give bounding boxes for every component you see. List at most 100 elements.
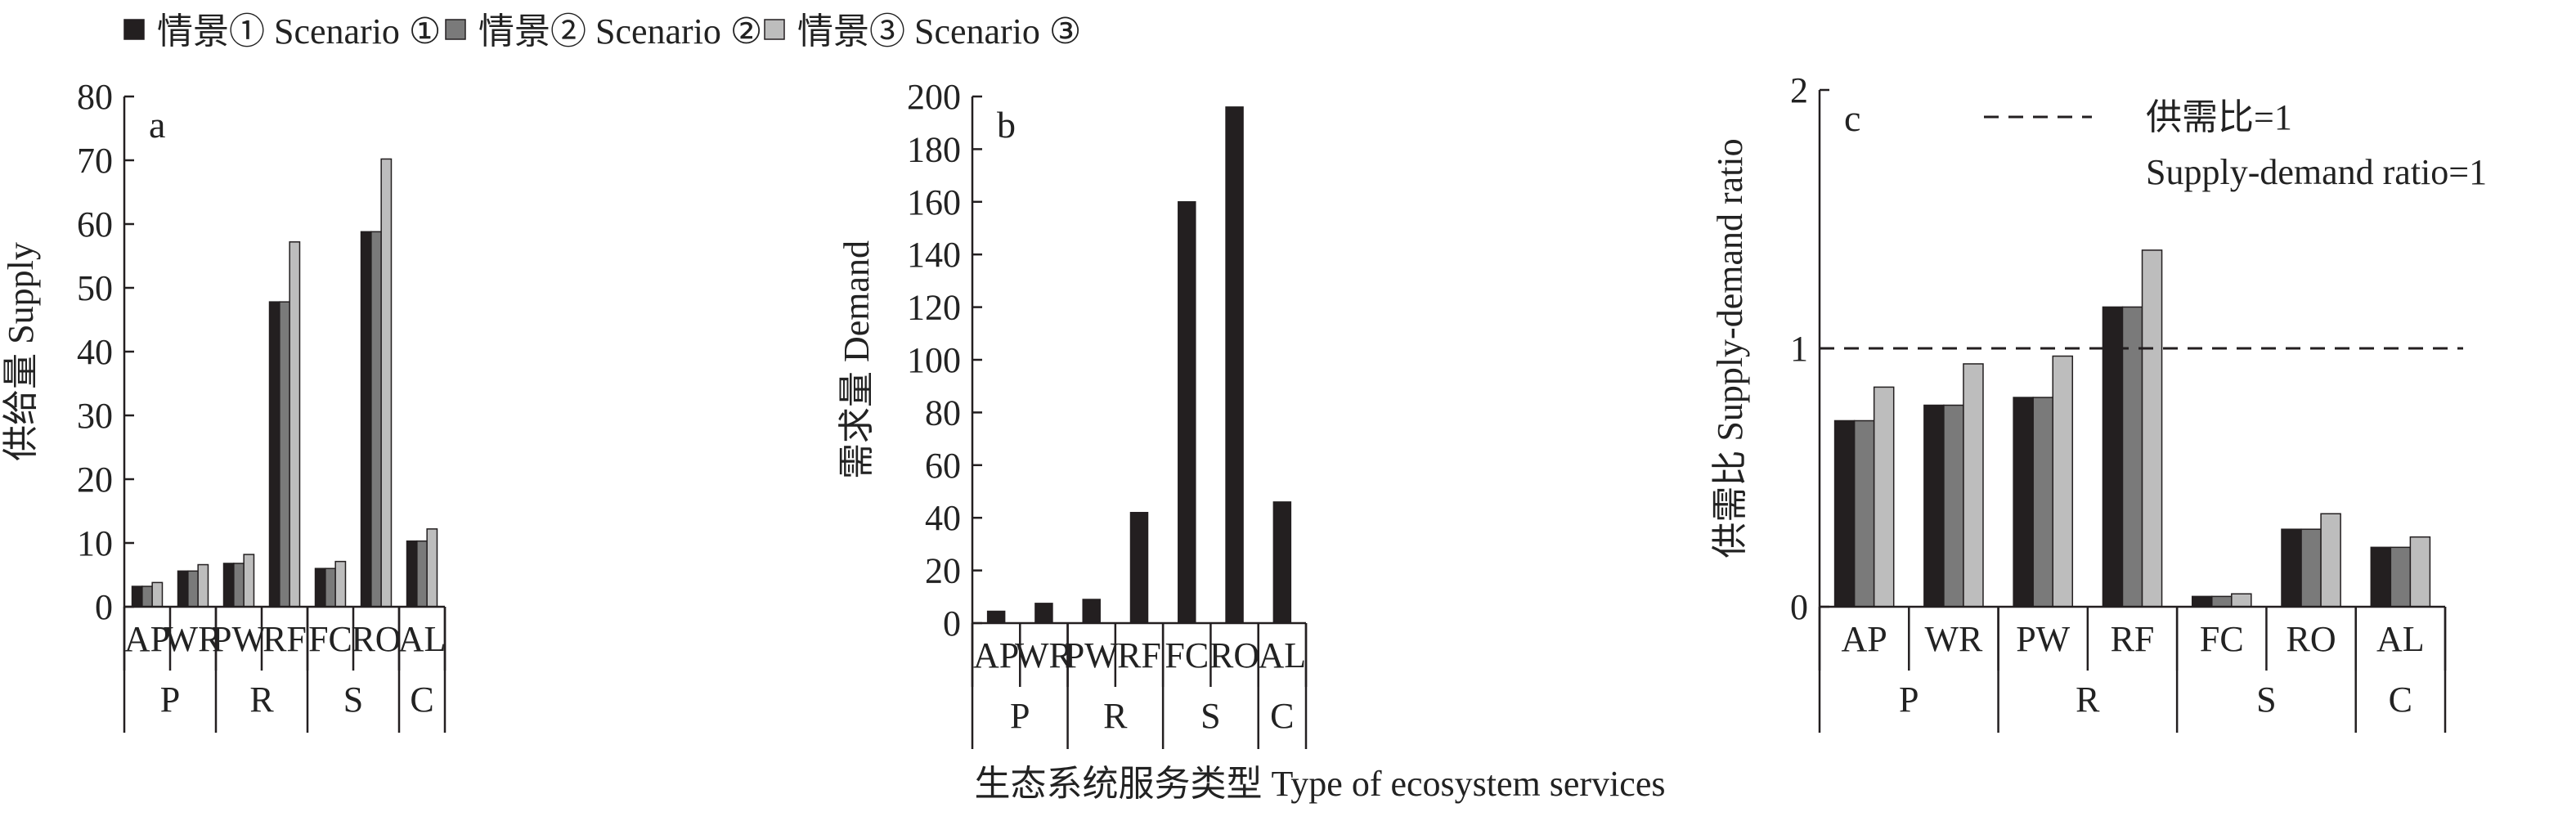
bar <box>2102 306 2124 608</box>
category-label: AP <box>124 619 170 659</box>
bar <box>151 581 164 608</box>
bar <box>1963 363 1984 608</box>
group-label: R <box>2076 680 2100 720</box>
category-label: WR <box>1015 635 1074 675</box>
y-tick-label: 0 <box>95 587 113 627</box>
bar <box>2300 528 2322 608</box>
category-label: AL <box>398 619 447 659</box>
bar <box>279 301 290 608</box>
category-label: RF <box>1117 635 1161 675</box>
bar <box>233 563 245 608</box>
category-label: PW <box>2016 619 2070 659</box>
legend-label: 情景③ Scenario ③ <box>797 11 1081 52</box>
bar <box>289 241 301 608</box>
category-label: PW <box>1065 635 1119 675</box>
bar <box>2281 528 2302 608</box>
bar <box>2320 513 2341 608</box>
bar <box>222 563 235 608</box>
bar <box>1178 201 1196 624</box>
category-label: WR <box>164 619 223 659</box>
bar <box>187 570 199 608</box>
y-axis-title: 供给量 Supply <box>1 242 41 461</box>
legend-label: 情景② Scenario ② <box>478 11 762 52</box>
bar <box>177 570 189 608</box>
bar <box>141 585 153 608</box>
bar <box>2013 397 2034 608</box>
bar <box>2231 593 2252 608</box>
bar <box>406 540 418 608</box>
bar <box>1129 512 1149 624</box>
y-tick-label: 60 <box>77 204 113 245</box>
y-axis: 0 10 20 30 40 50 60 70 80 <box>77 77 134 627</box>
bar <box>2370 546 2392 608</box>
bar <box>1873 386 1895 608</box>
bar <box>131 585 143 608</box>
y-axis-title: 需求量 Demand <box>837 240 877 479</box>
bar <box>243 554 255 608</box>
y-tick-label: 40 <box>77 332 113 372</box>
bar <box>1225 106 1244 624</box>
bar <box>1853 419 1875 608</box>
group-label: R <box>1103 696 1128 736</box>
bar <box>2390 546 2412 608</box>
y-axis: 0 1 2 <box>1790 70 1829 627</box>
group-label: P <box>1899 680 1919 720</box>
bar <box>986 610 1006 624</box>
legend-item: 情景① Scenario ① <box>123 11 441 52</box>
chart-panel-c: 供需比=1 Supply-demand ratio=1 0 1 2 供需比 Supply-… <box>1710 70 2487 733</box>
group-label: C <box>1270 696 1294 736</box>
bar <box>2032 397 2053 608</box>
category-label: RF <box>2111 619 2155 659</box>
category-label: RO <box>1209 635 1259 675</box>
bar <box>334 560 347 608</box>
y-tick-label: 180 <box>907 129 961 169</box>
legend: 情景① Scenario ① 情景② Scenario ② 情景③ Scenario… <box>123 11 1081 52</box>
bar <box>2191 595 2213 608</box>
legend-swatch <box>445 19 466 40</box>
y-tick-label: 30 <box>77 396 113 436</box>
bar <box>268 301 280 608</box>
y-tick-label: 160 <box>907 182 961 222</box>
series-3 <box>1873 249 2431 608</box>
y-tick-label: 2 <box>1790 70 1808 110</box>
y-tick-label: 200 <box>907 77 961 117</box>
y-tick-label: 80 <box>925 393 961 433</box>
reference-label-line1: 供需比=1 <box>2146 97 2292 137</box>
bar <box>314 568 326 608</box>
group-label: P <box>160 680 180 720</box>
group-label: S <box>1200 696 1220 736</box>
category-label: AP <box>973 635 1019 675</box>
legend-label: 情景① Scenario ① <box>157 11 441 52</box>
reference-label-line2: Supply-demand ratio=1 <box>2146 152 2487 192</box>
y-tick-label: 40 <box>925 498 961 538</box>
bar <box>197 563 209 608</box>
category-label: RO <box>2287 619 2336 659</box>
group-label: C <box>2389 680 2412 720</box>
y-tick-label: 100 <box>907 340 961 380</box>
category-label: FC <box>2200 619 2244 659</box>
y-tick-label: 10 <box>77 523 113 563</box>
category-label: RF <box>263 619 307 659</box>
bar <box>1923 404 1945 608</box>
group-label: S <box>2256 680 2276 720</box>
bar <box>416 540 428 608</box>
bar <box>370 231 382 608</box>
category-label: AP <box>1842 619 1887 659</box>
series-3 <box>151 158 438 608</box>
series-1 <box>986 106 1292 624</box>
bar <box>2409 536 2431 608</box>
legend-item: 情景② Scenario ② <box>445 11 762 52</box>
category-label: AL <box>1259 635 1307 675</box>
category-label: WR <box>1924 619 1983 659</box>
bar <box>360 231 372 608</box>
legend-swatch <box>123 19 145 40</box>
series-1 <box>1833 306 2392 608</box>
category-label: RO <box>351 619 401 659</box>
